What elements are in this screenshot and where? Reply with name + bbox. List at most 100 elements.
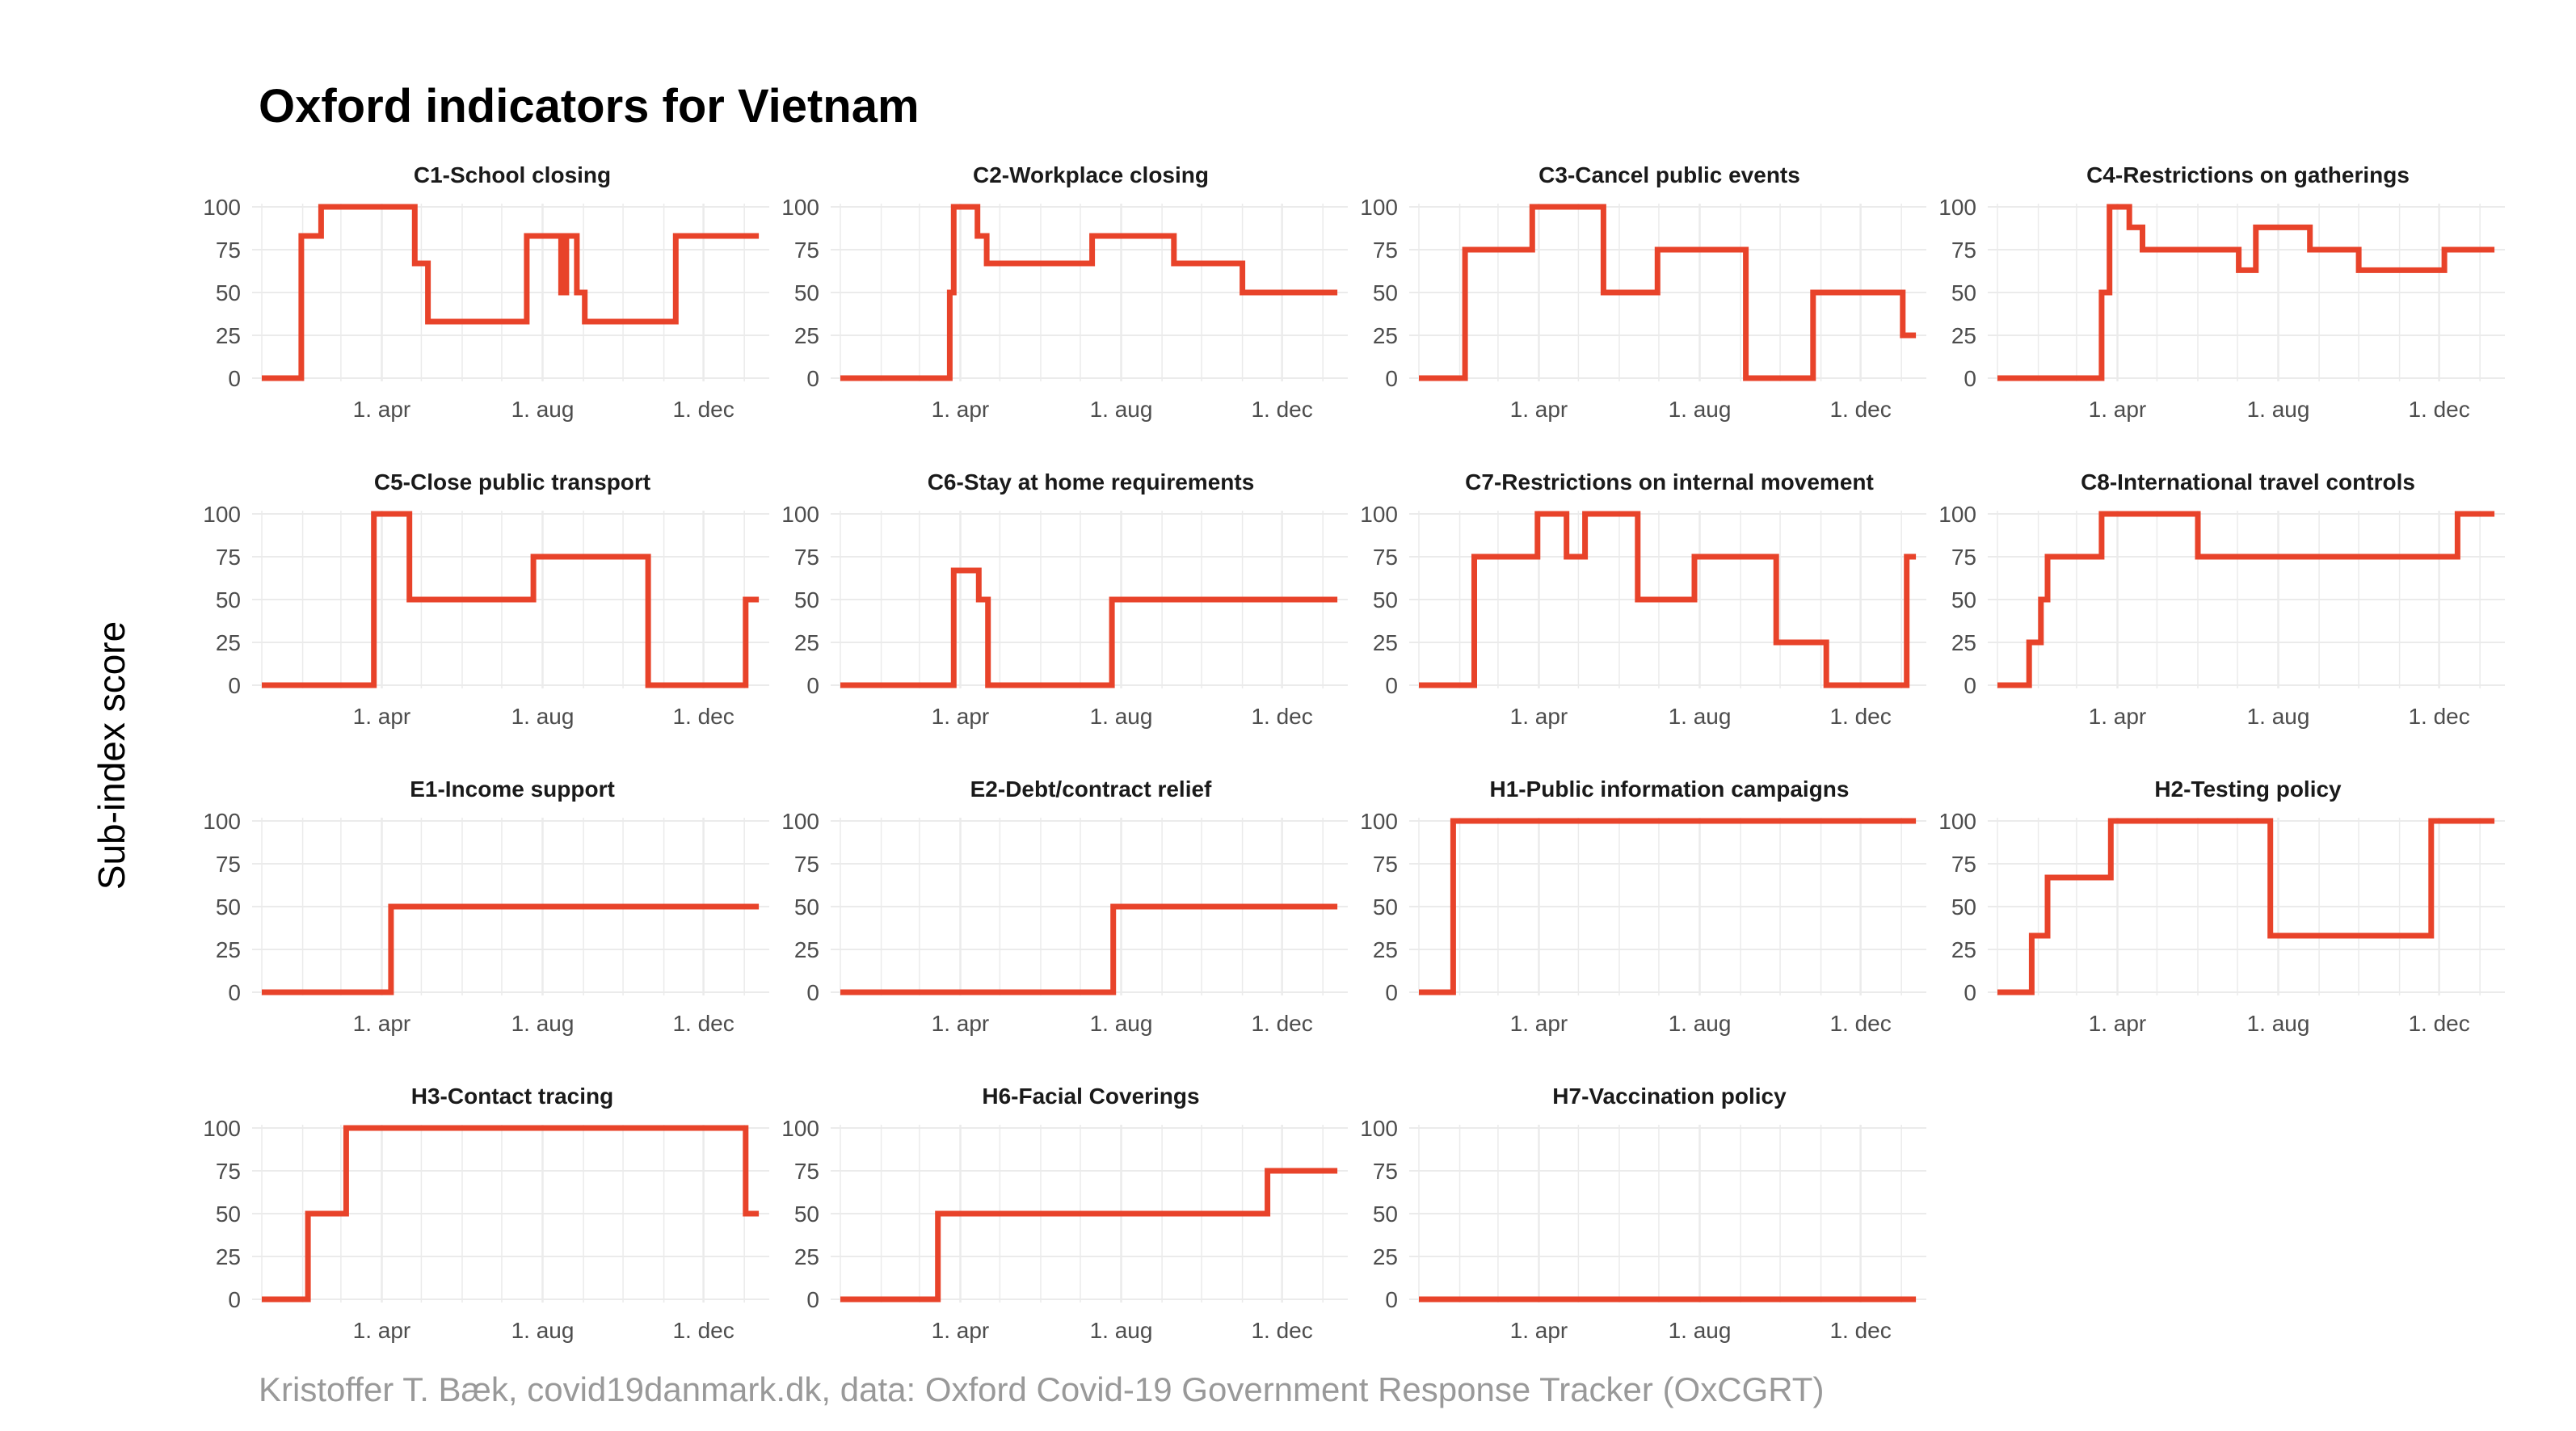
y-tick-label: 50 <box>1373 1202 1398 1227</box>
panel-h3-contact-tracing: 0 25 50 75 100 1. apr 1. aug 1. dec H3-Contact t… <box>203 1084 769 1343</box>
y-tick-label: 75 <box>1951 852 1976 877</box>
x-tick-label: 1. dec <box>672 1011 734 1036</box>
y-tick-label: 100 <box>781 809 819 834</box>
y-tick-label: 50 <box>1373 280 1398 305</box>
x-tick-label: 1. aug <box>2247 397 2310 422</box>
x-tick-label: 1. dec <box>1251 1011 1312 1036</box>
y-tick-label: 25 <box>794 937 819 962</box>
y-tick-label: 25 <box>216 323 241 348</box>
y-tick-label: 0 <box>1385 673 1398 698</box>
x-tick-label: 1. apr <box>932 397 990 422</box>
x-tick-label: 1. apr <box>932 704 990 729</box>
y-tick-label: 50 <box>1951 894 1976 920</box>
x-tick-label: 1. dec <box>1829 1011 1891 1036</box>
y-tick-label: 25 <box>216 630 241 655</box>
y-tick-label: 100 <box>781 195 819 220</box>
panel-c8-international-travel-controls: 0 25 50 75 100 1. apr 1. aug 1. dec C8-Internati… <box>1938 469 2505 729</box>
panel-title: C4-Restrictions on gatherings <box>2086 162 2410 187</box>
y-tick-label: 25 <box>1373 630 1398 655</box>
series-line <box>1997 511 2495 688</box>
y-tick-label: 25 <box>216 937 241 962</box>
panel-title: C6-Stay at home requirements <box>928 469 1255 495</box>
y-tick-label: 50 <box>794 587 819 612</box>
x-tick-label: 1. aug <box>1090 704 1153 729</box>
y-tick-label: 100 <box>1360 195 1398 220</box>
y-tick-label: 100 <box>1360 809 1398 834</box>
series-line <box>1997 818 2495 995</box>
x-tick-label: 1. apr <box>353 1011 411 1036</box>
series-line <box>840 567 1338 688</box>
x-tick-label: 1. aug <box>1669 397 1732 422</box>
series-line <box>840 204 1338 381</box>
y-tick-label: 25 <box>794 630 819 655</box>
x-tick-label: 1. apr <box>353 704 411 729</box>
x-tick-label: 1. dec <box>672 1318 734 1343</box>
y-tick-label: 50 <box>216 280 241 305</box>
y-tick-label: 25 <box>216 1244 241 1269</box>
y-tick-label: 75 <box>216 545 241 570</box>
panel-title: C8-International travel controls <box>2081 469 2415 495</box>
y-tick-label: 75 <box>794 1159 819 1184</box>
x-tick-label: 1. aug <box>1669 1011 1732 1036</box>
panel-title: C7-Restrictions on internal movement <box>1465 469 1874 495</box>
y-tick-label: 100 <box>1938 809 1976 834</box>
x-tick-label: 1. dec <box>1251 704 1312 729</box>
x-tick-label: 1. dec <box>672 704 734 729</box>
y-tick-label: 50 <box>1373 894 1398 920</box>
y-tick-label: 75 <box>216 852 241 877</box>
y-tick-label: 25 <box>1373 937 1398 962</box>
x-tick-label: 1. dec <box>1829 397 1891 422</box>
panel-h7-vaccination-policy: 0 25 50 75 100 1. apr 1. aug 1. dec H7-Vaccinati… <box>1360 1084 1926 1343</box>
x-tick-label: 1. aug <box>1090 1011 1153 1036</box>
y-tick-label: 75 <box>216 1159 241 1184</box>
panel-title: H7-Vaccination policy <box>1552 1084 1787 1109</box>
y-tick-label: 25 <box>1951 937 1976 962</box>
y-tick-label: 50 <box>216 1202 241 1227</box>
y-tick-label: 0 <box>806 980 819 1005</box>
y-tick-label: 75 <box>1951 545 1976 570</box>
x-tick-label: 1. dec <box>1829 1318 1891 1343</box>
series-line <box>840 1168 1338 1303</box>
y-tick-label: 75 <box>794 238 819 263</box>
y-tick-label: 100 <box>203 195 241 220</box>
y-tick-label: 100 <box>203 1116 241 1141</box>
x-tick-label: 1. dec <box>2408 1011 2469 1036</box>
y-tick-label: 25 <box>794 1244 819 1269</box>
y-tick-label: 50 <box>1951 587 1976 612</box>
panel-title: C2-Workplace closing <box>973 162 1209 187</box>
y-tick-label: 0 <box>228 673 241 698</box>
y-tick-label: 50 <box>1951 280 1976 305</box>
y-tick-label: 0 <box>228 980 241 1005</box>
y-tick-label: 75 <box>794 852 819 877</box>
panel-title: C5-Close public transport <box>374 469 650 495</box>
y-tick-label: 0 <box>806 366 819 391</box>
y-tick-label: 75 <box>1373 852 1398 877</box>
series-line <box>1419 818 1917 995</box>
x-tick-label: 1. dec <box>1251 1318 1312 1343</box>
y-tick-label: 0 <box>228 1287 241 1312</box>
x-tick-label: 1. aug <box>1669 704 1732 729</box>
y-tick-label: 100 <box>203 809 241 834</box>
x-tick-label: 1. dec <box>672 397 734 422</box>
series-line <box>840 903 1338 995</box>
x-tick-label: 1. aug <box>1090 1318 1153 1343</box>
y-tick-label: 50 <box>794 894 819 920</box>
panel-title: H3-Contact tracing <box>411 1084 613 1109</box>
series-line <box>1997 204 2495 381</box>
x-tick-label: 1. apr <box>353 397 411 422</box>
panel-h1-public-information-campaigns: 0 25 50 75 100 1. apr 1. aug 1. dec H1-Public in… <box>1360 777 1926 1036</box>
panel-c4-restrictions-on-gatherings: 0 25 50 75 100 1. apr 1. aug 1. dec C4-Restricti… <box>1938 162 2505 422</box>
y-tick-label: 0 <box>228 366 241 391</box>
x-tick-label: 1. aug <box>2247 704 2310 729</box>
x-tick-label: 1. aug <box>1090 397 1153 422</box>
y-tick-label: 75 <box>1951 238 1976 263</box>
y-tick-label: 75 <box>1373 1159 1398 1184</box>
panel-c2-workplace-closing: 0 25 50 75 100 1. apr 1. aug 1. dec C2-Workplace… <box>781 162 1348 422</box>
y-tick-label: 100 <box>1360 502 1398 527</box>
y-tick-label: 100 <box>1360 1116 1398 1141</box>
y-tick-label: 0 <box>1385 366 1398 391</box>
series-line <box>262 903 760 995</box>
y-tick-label: 75 <box>794 545 819 570</box>
x-tick-label: 1. apr <box>2089 397 2147 422</box>
